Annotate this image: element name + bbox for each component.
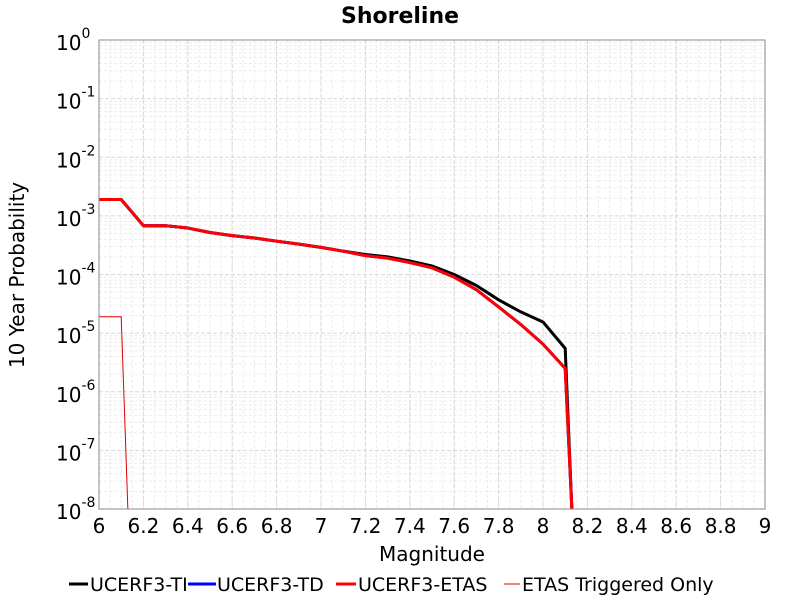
y-tick-label: 10-5 [56, 319, 95, 348]
y-tick-exponent: -3 [81, 202, 95, 218]
y-tick-label: 10-6 [56, 378, 96, 407]
x-axis: 6 6.2 6.4 6.6 6.8 7 7.2 7.4 7.6 7.8 8 8.2 8.4 8.6 8.8 9 [93, 514, 772, 538]
grid-major [98, 39, 766, 510]
y-tick-label: 10-3 [56, 202, 95, 231]
y-tick-exponent: -6 [81, 378, 95, 394]
x-tick-label: 7.8 [483, 514, 515, 538]
y-tick-base: 10 [56, 266, 81, 290]
legend: UCERF3-TI UCERF3-TD UCERF3-ETAS ETAS Trigge… [69, 574, 714, 596]
y-tick-label: 10-1 [56, 85, 95, 114]
x-tick-label: 7.4 [394, 514, 426, 538]
x-tick-label: 9 [759, 514, 772, 538]
x-tick-label: 8.4 [616, 514, 648, 538]
x-tick-label: 8 [537, 514, 550, 538]
y-tick-label: 10-7 [56, 436, 95, 465]
y-tick-exponent: -2 [81, 143, 95, 159]
y-tick-base: 10 [56, 500, 81, 524]
x-tick-label: 7.6 [438, 514, 470, 538]
x-tick-label: 6.8 [261, 514, 293, 538]
y-tick-base: 10 [56, 90, 81, 114]
grid-minor [98, 40, 766, 509]
legend-item: UCERF3-TD [188, 574, 324, 596]
y-tick-exponent: -5 [81, 319, 95, 335]
legend-label: UCERF3-ETAS [358, 574, 487, 596]
y-tick-base: 10 [56, 148, 81, 172]
y-tick-base: 10 [56, 207, 81, 231]
x-tick-label: 6 [93, 514, 106, 538]
legend-label: UCERF3-TI [90, 574, 188, 596]
y-tick-label: 10-8 [56, 495, 95, 524]
x-axis-label: Magnitude [379, 542, 485, 566]
y-tick-label: 10-2 [56, 143, 95, 172]
y-axis-label: 10 Year Probability [5, 182, 29, 368]
legend-label: ETAS Triggered Only [522, 574, 714, 596]
x-tick-label: 7.2 [349, 514, 381, 538]
y-tick-base: 10 [56, 441, 81, 465]
y-tick-exponent: -7 [81, 436, 95, 452]
legend-label: UCERF3-TD [217, 574, 324, 596]
plot-border [98, 39, 766, 510]
y-tick-exponent: -8 [81, 495, 95, 511]
y-tick-exponent: 0 [81, 26, 90, 42]
legend-item: UCERF3-ETAS [336, 574, 487, 596]
y-tick-base: 10 [56, 31, 81, 55]
y-tick-base: 10 [56, 324, 81, 348]
x-tick-label: 6.6 [216, 514, 248, 538]
x-tick-label: 6.2 [127, 514, 159, 538]
legend-item: ETAS Triggered Only [504, 574, 714, 596]
series-line-2 [99, 198, 574, 509]
x-tick-label: 8.8 [705, 514, 737, 538]
x-tick-label: 7 [315, 514, 328, 538]
chart-title: Shoreline [341, 4, 459, 29]
x-tick-label: 8.6 [660, 514, 692, 538]
y-tick-label: 10-4 [56, 261, 96, 290]
y-tick-exponent: -1 [81, 85, 95, 101]
x-tick-label: 8.2 [571, 514, 603, 538]
series-line-3 [99, 316, 129, 509]
y-tick-label: 100 [56, 26, 90, 55]
series-layer [99, 198, 574, 509]
legend-item: UCERF3-TI [69, 574, 188, 596]
x-tick-label: 6.4 [172, 514, 204, 538]
y-tick-base: 10 [56, 383, 81, 407]
y-tick-exponent: -4 [81, 261, 95, 277]
